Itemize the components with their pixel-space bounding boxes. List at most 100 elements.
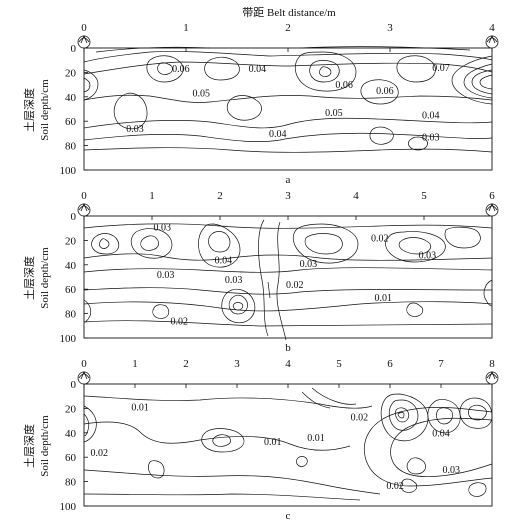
contour-value-label: 0.04 <box>215 255 233 266</box>
y-tick-label: 20 <box>65 235 77 247</box>
top-axis-title: 带距 Belt distance/m <box>242 6 336 19</box>
contour-value-label: 0.04 <box>269 129 287 140</box>
x-tick-label: 3 <box>234 358 240 370</box>
y-axis-title-en-a: Soil depth/cm <box>39 79 51 141</box>
y-tick-label: 0 <box>71 43 77 55</box>
x-tick-label: 5 <box>336 358 342 370</box>
contour-value-label: 0.03 <box>419 251 437 262</box>
y-axis-title-c: 土层深度 Soil depth/cm <box>22 415 51 477</box>
contour-value-label: 0.01 <box>374 293 392 304</box>
panel-caption-a: a <box>286 174 291 186</box>
x-tick-label: 1 <box>132 358 138 370</box>
contour-labels-a: 0.06 0.04 0.05 0.03 0.04 0.06 0.06 0.05 0.07 0.04… <box>126 63 450 144</box>
x-tick-label: 3 <box>285 190 291 202</box>
y-tick-label: 40 <box>65 260 77 272</box>
y-axis-title-cn-a: 土层深度 <box>22 88 36 132</box>
x-ticks-b: 0 1 2 3 4 5 6 <box>81 190 495 220</box>
contour-value-label: 0.04 <box>249 64 267 75</box>
contour-value-label: 0.01 <box>307 433 325 444</box>
y-tick-label: 100 <box>60 333 77 345</box>
y-tick-label: 60 <box>65 284 77 296</box>
y-tick-label: 0 <box>71 211 77 223</box>
contour-labels-c: 0.01 0.02 0.01 0.01 0.02 0.04 0.03 0.02 <box>91 403 460 492</box>
y-tick-label: 100 <box>60 501 77 513</box>
y-tick-label: 60 <box>65 452 77 464</box>
contour-value-label: 0.06 <box>172 64 190 75</box>
y-axis-title-cn-b: 土层深度 <box>22 256 36 300</box>
contour-value-label: 0.03 <box>126 124 144 135</box>
tree-icon-left-c <box>77 370 91 385</box>
x-tick-label: 1 <box>149 190 155 202</box>
y-tick-label: 80 <box>65 141 77 153</box>
contour-value-label: 0.02 <box>286 280 304 291</box>
tree-icon-left-b <box>77 202 91 217</box>
contour-labels-b: 0.03 0.04 0.03 0.03 0.03 0.02 0.02 0.02 0.03 0.01 <box>153 222 436 327</box>
panel-caption-c: c <box>286 510 291 522</box>
y-tick-label: 40 <box>65 428 77 440</box>
contour-value-label: 0.03 <box>300 259 318 270</box>
contour-value-label: 0.01 <box>131 403 149 414</box>
y-ticks-c: 0 20 40 60 80 100 <box>60 379 88 513</box>
contour-value-label: 0.02 <box>386 481 404 492</box>
contour-value-label: 0.04 <box>422 111 440 122</box>
contour-lines-b <box>83 219 493 341</box>
contour-value-label: 0.03 <box>442 465 460 476</box>
contour-value-label: 0.04 <box>432 428 450 439</box>
y-axis-title-en-b: Soil depth/cm <box>39 247 51 309</box>
y-axis-title-en-c: Soil depth/cm <box>39 415 51 477</box>
contour-value-label: 0.03 <box>157 270 175 281</box>
contour-value-label: 0.02 <box>351 412 369 423</box>
y-tick-label: 20 <box>65 67 77 79</box>
contour-value-label: 0.05 <box>193 89 211 100</box>
contour-value-label: 0.07 <box>432 63 450 74</box>
x-tick-label: 7 <box>438 358 444 370</box>
contour-value-label: 0.02 <box>170 316 188 327</box>
x-tick-label: 4 <box>353 190 359 202</box>
x-ticks-a: 0 1 2 3 4 <box>81 22 495 52</box>
tree-icon-right-b <box>485 202 499 217</box>
contour-lines-c <box>83 387 493 501</box>
y-axis-title-a: 土层深度 Soil depth/cm <box>22 79 51 141</box>
tree-icon-right-c <box>485 370 499 385</box>
contour-value-label: 0.03 <box>225 275 243 286</box>
y-tick-label: 20 <box>65 403 77 415</box>
panel-caption-b: b <box>285 342 291 354</box>
tree-icon-right-a <box>485 34 499 49</box>
contour-value-label: 0.01 <box>264 437 282 448</box>
tree-icon-left-a <box>77 34 91 49</box>
x-tick-label: 0 <box>81 190 87 202</box>
y-tick-label: 100 <box>60 165 77 177</box>
y-tick-label: 60 <box>65 116 77 128</box>
contour-value-label: 0.06 <box>335 80 353 91</box>
x-tick-label: 2 <box>217 190 223 202</box>
x-tick-label: 2 <box>183 358 189 370</box>
contour-value-label: 0.02 <box>91 448 109 459</box>
x-tick-label: 4 <box>489 22 495 34</box>
x-tick-label: 6 <box>387 358 393 370</box>
x-tick-label: 5 <box>421 190 427 202</box>
contour-value-label: 0.06 <box>376 86 394 97</box>
y-axis-title-cn-c: 土层深度 <box>22 424 36 468</box>
x-tick-label: 3 <box>387 22 393 34</box>
y-tick-label: 40 <box>65 92 77 104</box>
x-tick-label: 0 <box>81 358 87 370</box>
contour-value-label: 0.03 <box>153 222 171 233</box>
x-tick-label: 0 <box>81 22 87 34</box>
y-tick-label: 80 <box>65 309 77 321</box>
contour-value-label: 0.02 <box>371 233 389 244</box>
x-tick-label: 2 <box>285 22 291 34</box>
contour-value-label: 0.03 <box>422 133 440 144</box>
y-ticks-a: 0 20 40 60 80 100 <box>60 43 88 177</box>
x-tick-label: 1 <box>183 22 189 34</box>
x-tick-label: 6 <box>489 190 495 202</box>
x-ticks-c: 0 1 2 3 4 5 6 7 8 <box>81 358 495 388</box>
y-tick-label: 80 <box>65 477 77 489</box>
x-tick-label: 8 <box>489 358 495 370</box>
y-tick-label: 0 <box>71 379 77 391</box>
contour-value-label: 0.05 <box>325 108 343 119</box>
y-axis-title-b: 土层深度 Soil depth/cm <box>22 247 51 309</box>
